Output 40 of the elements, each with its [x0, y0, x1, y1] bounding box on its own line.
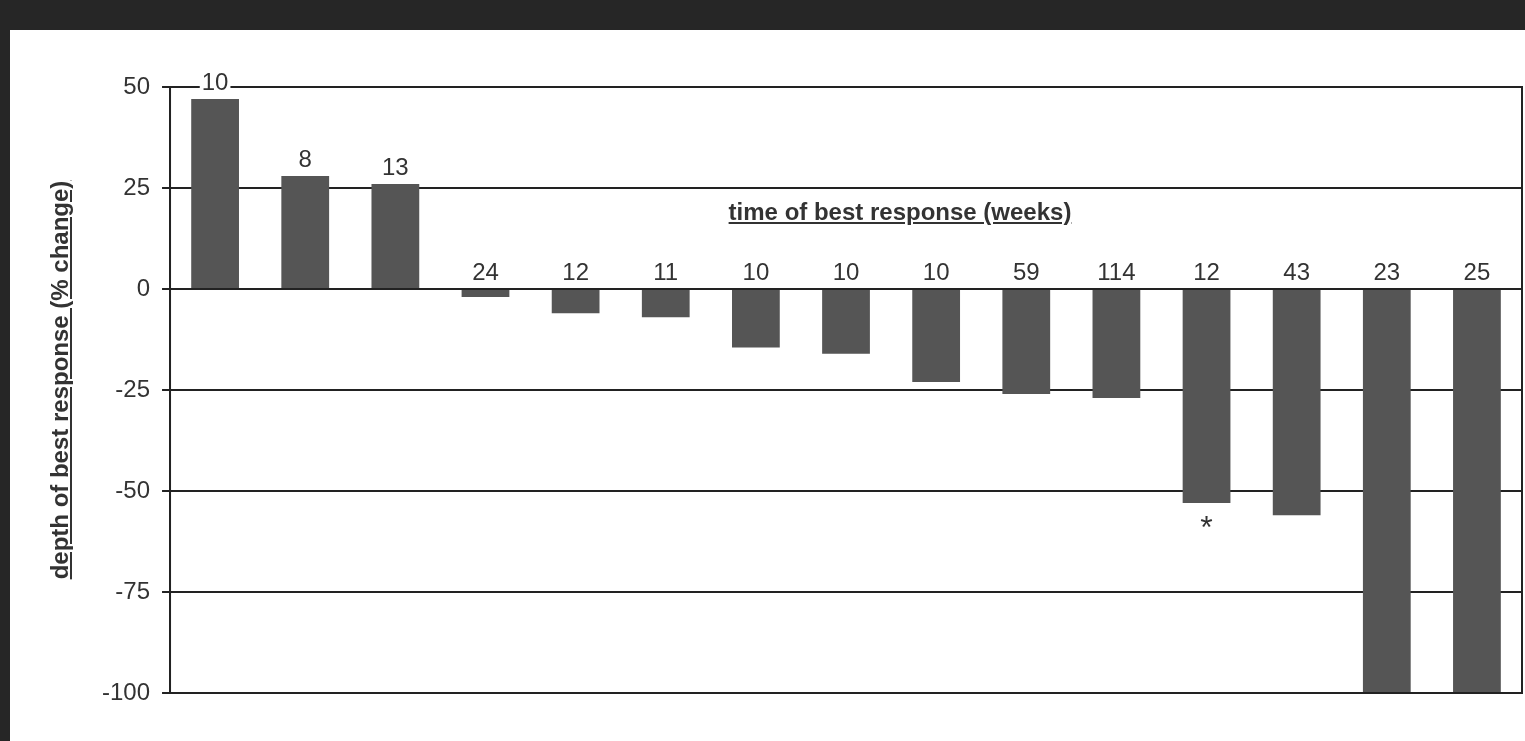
x-tick-label: 10	[922, 257, 950, 285]
x-tick-label: 114	[1097, 257, 1136, 285]
x-tick-label: 10	[832, 257, 860, 285]
bar	[912, 290, 961, 382]
y-axis-title: depth of best response (% change)	[46, 180, 74, 580]
x-tick-label: 43	[1283, 257, 1311, 285]
y-tick-label: 50	[123, 71, 151, 99]
x-tick-label: 59	[1012, 257, 1040, 285]
x-tick-label: 24	[472, 257, 499, 285]
bar	[1362, 290, 1411, 693]
y-tick-label: -75	[115, 576, 151, 604]
bar	[281, 175, 330, 288]
bar	[732, 290, 780, 348]
y-tick-label: -25	[115, 374, 151, 402]
x-axis-title: time of best response (weeks)	[728, 198, 1072, 226]
annotation: *	[1200, 508, 1213, 545]
bar	[641, 290, 690, 318]
bar	[551, 290, 600, 314]
bar	[1182, 290, 1231, 504]
bar	[461, 290, 510, 298]
x-tick-label: 10	[201, 67, 229, 95]
x-tick-label: 25	[1463, 257, 1491, 285]
bar	[191, 99, 239, 288]
x-tick-label: 12	[1193, 257, 1220, 285]
y-tick-label: -100	[101, 677, 151, 705]
y-tick-label: 25	[123, 172, 151, 200]
bar	[1272, 290, 1321, 516]
y-tick-label: 0	[136, 273, 151, 301]
x-tick-label: 10	[742, 257, 770, 285]
x-tick-label: 11	[653, 257, 679, 285]
bar	[822, 290, 870, 354]
x-tick-label: 12	[562, 257, 589, 285]
bar	[1092, 290, 1141, 399]
bar	[1002, 290, 1051, 395]
bar	[1453, 290, 1501, 693]
y-tick-label: -50	[115, 475, 151, 503]
bar	[371, 183, 420, 288]
x-tick-label: 13	[382, 152, 409, 180]
x-tick-label: 8	[298, 144, 312, 172]
x-tick-label: 23	[1373, 257, 1401, 285]
